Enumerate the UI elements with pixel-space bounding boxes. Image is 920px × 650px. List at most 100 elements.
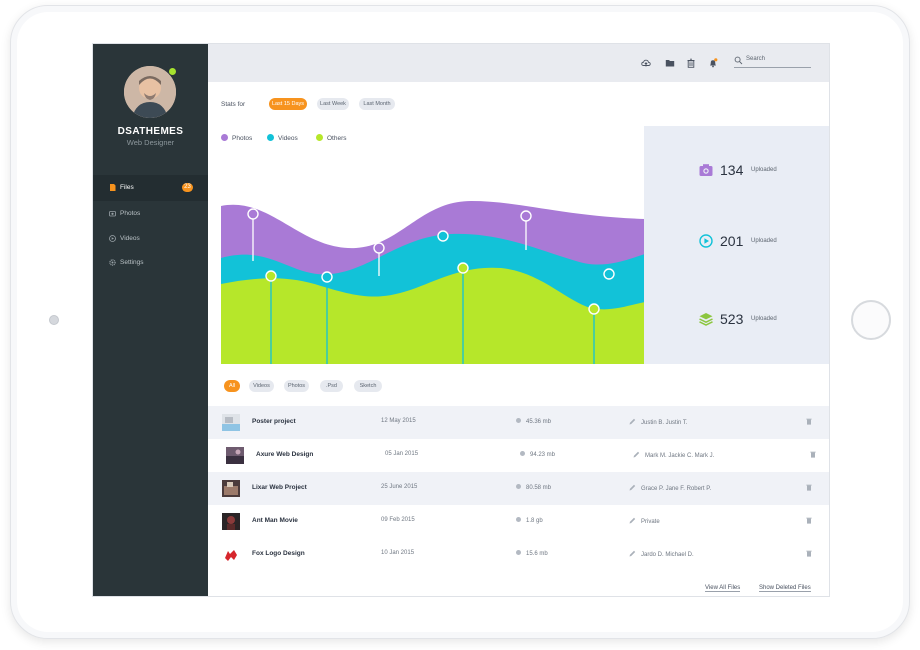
sidebar-item-label: Files [120, 184, 134, 191]
size-dot-icon [520, 451, 525, 456]
delete-file-icon[interactable] [806, 550, 812, 557]
table-row[interactable]: Lixar Web Project 25 June 2015 80.58 mb … [208, 472, 829, 505]
search-input[interactable]: Search [746, 56, 766, 62]
data-point[interactable] [520, 210, 532, 222]
online-status-dot [168, 67, 177, 76]
tab-videos[interactable]: Videos [249, 380, 274, 392]
user-name: DSATHEMES [117, 126, 184, 137]
filter-last-week[interactable]: Last Week [317, 98, 349, 110]
pencil-icon [629, 550, 636, 557]
data-point[interactable] [247, 208, 259, 220]
delete-file-icon[interactable] [810, 451, 816, 458]
table-row[interactable]: Poster project 12 May 2015 45.36 mb Just… [208, 406, 829, 439]
sidebar-item-label: Videos [120, 235, 140, 242]
file-date: 10 Jan 2015 [381, 550, 415, 556]
size-dot-icon [516, 418, 521, 423]
file-people: Jardo D. Michael D. [629, 550, 694, 558]
sidebar-item-videos[interactable]: Videos [93, 226, 208, 252]
size-dot-icon [516, 484, 521, 489]
tab-photos[interactable]: Photos [284, 380, 309, 392]
sidebar: DSATHEMES Web Designer Files 23 Photos V… [93, 44, 208, 596]
file-thumbnail [222, 414, 240, 431]
table-row[interactable]: Ant Man Movie 09 Feb 2015 1.8 gb Private [208, 505, 829, 538]
tab-sketch[interactable]: Sketch [354, 380, 382, 392]
delete-file-icon[interactable] [806, 484, 812, 491]
stat-label: Uploaded [751, 316, 777, 322]
search-icon [734, 56, 743, 65]
search-box[interactable]: Search [734, 55, 811, 68]
data-point[interactable] [265, 270, 277, 282]
file-size: 15.6 mb [516, 550, 548, 557]
pencil-icon [629, 484, 636, 491]
files-count-badge: 23 [182, 183, 193, 192]
file-people: Justin B. Justin T. [629, 418, 688, 426]
sidebar-item-label: Settings [120, 259, 144, 266]
file-date: 12 May 2015 [381, 418, 416, 424]
file-size: 94.23 mb [520, 451, 555, 458]
file-date: 05 Jan 2015 [385, 451, 419, 457]
legend-videos[interactable]: Videos [267, 134, 298, 142]
stat-label: Uploaded [751, 167, 777, 173]
app-screen: DSATHEMES Web Designer Files 23 Photos V… [92, 43, 830, 597]
file-date: 25 June 2015 [381, 484, 418, 490]
filter-last-15-days[interactable]: Last 15 Days [269, 98, 307, 110]
play-circle-icon [699, 234, 713, 248]
stat-value: 134 [720, 162, 744, 178]
file-thumbnail [222, 480, 240, 497]
show-deleted-files-link[interactable]: Show Deleted Files [759, 585, 811, 592]
avatar[interactable] [124, 66, 176, 118]
user-role: Web Designer [126, 138, 175, 147]
delete-file-icon[interactable] [806, 517, 812, 524]
file-size: 45.36 mb [516, 418, 551, 425]
file-people: Private [629, 517, 660, 525]
legend-others[interactable]: Others [316, 134, 347, 142]
stat-label: Uploaded [751, 238, 777, 244]
stat-value: 523 [720, 311, 744, 327]
play-icon [109, 235, 116, 242]
gear-icon [109, 259, 116, 266]
cloud-upload-icon[interactable] [641, 58, 651, 68]
data-point[interactable] [321, 271, 333, 283]
table-row[interactable]: Fox Logo Design 10 Jan 2015 15.6 mb Jard… [208, 538, 829, 571]
pencil-icon [633, 451, 640, 458]
file-size: 80.58 mb [516, 484, 551, 491]
file-people: Mark M. Jackie C. Mark J. [633, 451, 714, 459]
data-point[interactable] [603, 268, 615, 280]
pencil-icon [629, 517, 636, 524]
area-chart [221, 201, 645, 364]
file-name[interactable]: Fox Logo Design [252, 550, 305, 557]
legend-swatch-photos [221, 134, 228, 141]
data-point[interactable] [373, 242, 385, 254]
file-name[interactable]: Axure Web Design [256, 451, 314, 458]
camera-icon [109, 211, 116, 217]
file-thumbnail [222, 546, 240, 563]
file-name[interactable]: Lixar Web Project [252, 484, 307, 491]
table-row[interactable]: Axure Web Design 05 Jan 2015 94.23 mb Ma… [208, 439, 829, 472]
sidebar-item-files[interactable]: Files 23 [93, 175, 208, 201]
file-date: 09 Feb 2015 [381, 517, 415, 523]
data-point[interactable] [437, 230, 449, 242]
bell-icon[interactable] [708, 58, 718, 68]
sidebar-item-photos[interactable]: Photos [93, 201, 208, 227]
camera-icon [699, 164, 713, 176]
stat-value: 201 [720, 233, 744, 249]
file-name[interactable]: Poster project [252, 418, 296, 425]
file-icon [110, 184, 116, 191]
filter-last-month[interactable]: Last Month [359, 98, 395, 110]
trash-icon[interactable] [686, 58, 696, 68]
tab-psd[interactable]: .Psd [320, 380, 343, 392]
data-point[interactable] [588, 303, 600, 315]
sidebar-item-settings[interactable]: Settings [93, 250, 208, 276]
file-name[interactable]: Ant Man Movie [252, 517, 298, 524]
delete-file-icon[interactable] [806, 418, 812, 425]
view-all-files-link[interactable]: View All Files [705, 585, 741, 592]
legend-photos[interactable]: Photos [221, 134, 252, 142]
file-thumbnail [226, 447, 244, 464]
home-button[interactable] [851, 300, 891, 340]
tab-all[interactable]: All [224, 380, 240, 392]
file-people: Grace P. Jane F. Robert P. [629, 484, 711, 492]
layers-icon [699, 313, 713, 326]
data-point[interactable] [457, 262, 469, 274]
size-dot-icon [516, 517, 521, 522]
folder-icon[interactable] [665, 58, 675, 68]
